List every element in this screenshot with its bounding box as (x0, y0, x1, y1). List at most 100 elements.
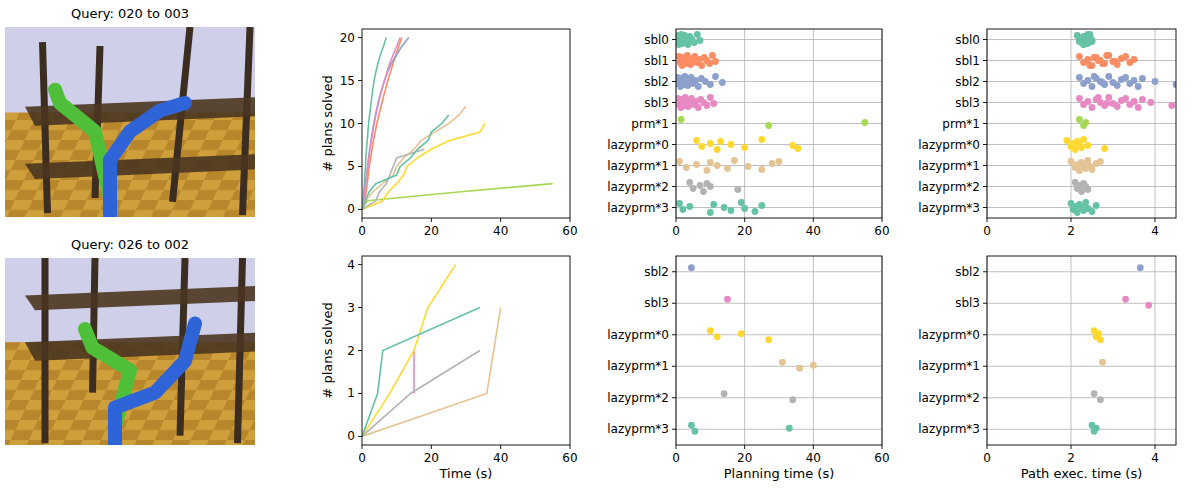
grid-line (676, 334, 882, 335)
point (765, 336, 772, 343)
category-label: lazyprm*3 (607, 201, 669, 215)
point (704, 102, 711, 109)
x-tick (744, 218, 745, 222)
y-tick (358, 350, 362, 351)
point (1145, 302, 1152, 309)
point (1095, 94, 1102, 101)
point (1097, 396, 1104, 403)
y-axis-title: # plans solved (320, 75, 335, 171)
category-label: lazyprm*2 (918, 391, 980, 405)
point (1105, 94, 1112, 101)
point (1084, 56, 1091, 63)
category-label: lazyprm*0 (607, 138, 669, 152)
point (1089, 166, 1096, 173)
point (769, 160, 776, 167)
x-tick (1071, 445, 1072, 449)
point (1099, 79, 1106, 86)
grid-line (676, 144, 882, 145)
y-tick (672, 81, 676, 82)
point (712, 73, 719, 80)
point (1093, 202, 1100, 209)
x-tick (1071, 218, 1072, 222)
category-label: sbl1 (955, 54, 980, 68)
category-label: lazyprm*1 (918, 159, 980, 173)
x-tick (1155, 218, 1156, 222)
x-tick-label: 4 (1151, 224, 1159, 238)
category-label: sbl3 (644, 96, 669, 110)
x-tick (500, 445, 501, 449)
point (1084, 142, 1091, 149)
point (1076, 53, 1083, 60)
y-tick (672, 39, 676, 40)
point (1112, 58, 1119, 65)
point (1131, 56, 1138, 63)
y-tick (672, 366, 676, 367)
point (1076, 74, 1083, 81)
category-label: lazyprm*1 (607, 359, 669, 373)
point (1135, 83, 1142, 90)
x-tick-label: 2 (1067, 224, 1075, 238)
point (719, 79, 726, 86)
point (728, 141, 735, 148)
x-tick-label: 60 (562, 451, 577, 465)
point (1084, 157, 1091, 164)
point (706, 60, 713, 67)
y-tick (358, 307, 362, 308)
point (1063, 137, 1070, 144)
x-tick-label: 60 (562, 224, 577, 238)
point (692, 77, 699, 84)
x-tick (362, 445, 363, 449)
sky (5, 27, 255, 217)
data-group (362, 265, 501, 437)
category-label: sbl3 (955, 96, 980, 110)
point (1135, 104, 1142, 111)
grid-line (987, 271, 1176, 272)
y-tick (358, 166, 362, 167)
panel-strip: 0204060sbl2sbl3lazyprm*0lazyprm*1lazyprm… (607, 256, 889, 481)
y-tick (672, 60, 676, 61)
point (1101, 145, 1108, 152)
grid-line (1155, 256, 1156, 445)
category-label: lazyprm*2 (607, 180, 669, 194)
panel-line: 020406005101520# plans solved (320, 29, 578, 238)
y-tick (672, 123, 676, 124)
point (758, 166, 765, 173)
point (1122, 296, 1129, 303)
point (1122, 74, 1129, 81)
x-tick (676, 445, 677, 449)
category-label: lazyprm*3 (918, 422, 980, 436)
y-tick (983, 81, 987, 82)
point (714, 333, 721, 340)
grid-line (676, 39, 882, 40)
point (1078, 144, 1085, 151)
point (1095, 330, 1102, 337)
plot-frame (987, 29, 1176, 218)
y-tick-label: 10 (340, 117, 355, 131)
image-title: Query: 026 to 002 (71, 237, 189, 252)
x-tick (570, 445, 571, 449)
point (1068, 158, 1075, 165)
point (1097, 336, 1104, 343)
x-tick-label: 60 (874, 224, 889, 238)
point (698, 143, 705, 150)
y-tick (983, 429, 987, 430)
point (779, 359, 786, 366)
y-tick (672, 429, 676, 430)
y-tick (983, 186, 987, 187)
point (698, 62, 705, 69)
point (724, 165, 731, 172)
y-tick-label: 2 (347, 344, 355, 358)
point (710, 100, 717, 107)
point (707, 209, 714, 216)
plot-frame (362, 256, 570, 445)
grid-line (676, 165, 882, 166)
point (1114, 103, 1121, 110)
y-tick (672, 144, 676, 145)
point (741, 144, 748, 151)
category-label: lazyprm*1 (607, 159, 669, 173)
y-tick (672, 186, 676, 187)
point (707, 81, 714, 88)
series-line (362, 38, 400, 210)
point (1080, 136, 1087, 143)
point (758, 136, 765, 143)
